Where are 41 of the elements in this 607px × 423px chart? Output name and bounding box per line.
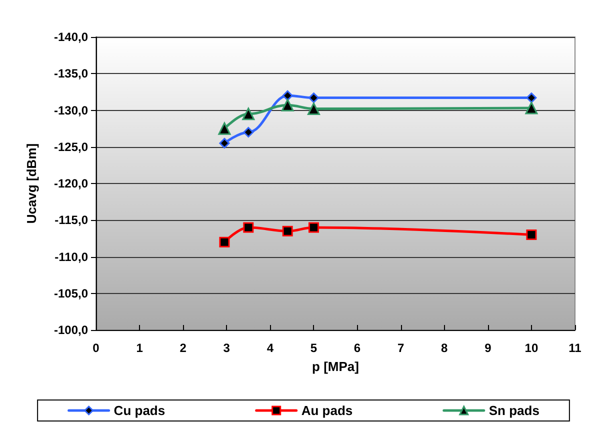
x-tick-label: 9	[484, 341, 492, 355]
y-tick-label: -120,0	[54, 176, 88, 190]
x-tick-label: 4	[266, 341, 274, 355]
legend-label: Au pads	[301, 403, 353, 418]
point	[526, 230, 537, 240]
y-tick-label: -140,0	[54, 30, 88, 44]
x-tick-label: 10	[524, 341, 538, 355]
legend-label: Cu pads	[114, 403, 166, 418]
x-tick-label: 1	[136, 341, 144, 355]
x-axis-title: p [MPa]	[312, 359, 359, 374]
legend-label: Sn pads	[488, 403, 540, 418]
point	[219, 138, 230, 148]
point	[243, 222, 254, 233]
y-tick-label: -135,0	[54, 66, 88, 81]
x-tick-label: 0	[92, 341, 100, 355]
point	[282, 90, 293, 101]
y-tick-label: -125,0	[54, 140, 88, 154]
point	[243, 126, 254, 138]
x-tick-label: 11	[568, 341, 582, 355]
y-tick-label: -115,0	[54, 213, 88, 228]
y-tick-label: -110,0	[54, 250, 88, 264]
point	[218, 122, 231, 135]
point	[282, 226, 293, 236]
y-axis-title: Ucavg [dBm]	[24, 143, 39, 224]
x-tick-label: 6	[354, 341, 361, 355]
point	[308, 222, 319, 233]
y-tick-label: -100,0	[54, 323, 88, 337]
point	[308, 92, 319, 104]
point	[281, 98, 294, 112]
y-tick-label: -105,0	[54, 286, 88, 300]
y-tick-label: -130,0	[54, 103, 88, 118]
x-tick-label: 7	[397, 341, 404, 355]
x-tick-label: 3	[223, 341, 230, 355]
x-tick-label: 8	[441, 341, 448, 355]
x-tick-label: 5	[310, 341, 318, 355]
x-tick-label: 2	[180, 341, 187, 355]
point	[526, 92, 537, 104]
point	[525, 102, 538, 114]
point	[219, 236, 230, 248]
point	[242, 108, 255, 120]
point	[307, 102, 320, 116]
